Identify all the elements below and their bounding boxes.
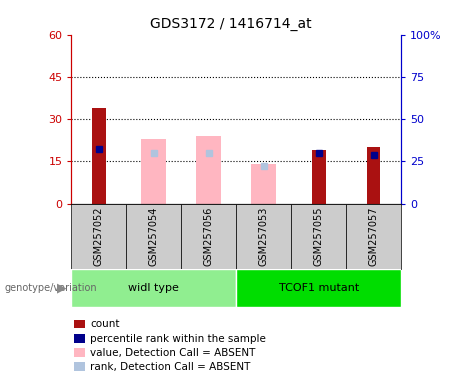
Text: ▶: ▶ bbox=[58, 281, 67, 295]
Text: genotype/variation: genotype/variation bbox=[5, 283, 97, 293]
Bar bbox=[367, 147, 380, 204]
Text: percentile rank within the sample: percentile rank within the sample bbox=[90, 334, 266, 344]
Text: GDS3172 / 1416714_at: GDS3172 / 1416714_at bbox=[150, 17, 311, 31]
Bar bbox=[92, 108, 106, 204]
Bar bbox=[251, 164, 276, 204]
Text: GSM257055: GSM257055 bbox=[313, 207, 324, 266]
Bar bbox=[236, 269, 401, 307]
Bar bbox=[71, 204, 126, 269]
Bar bbox=[312, 150, 325, 204]
Bar bbox=[236, 204, 291, 269]
Bar bbox=[346, 204, 401, 269]
Bar bbox=[196, 136, 221, 204]
Bar bbox=[126, 204, 181, 269]
Text: widl type: widl type bbox=[129, 283, 179, 293]
Text: rank, Detection Call = ABSENT: rank, Detection Call = ABSENT bbox=[90, 362, 250, 372]
Text: count: count bbox=[90, 319, 119, 329]
Bar bbox=[291, 204, 346, 269]
Bar bbox=[71, 269, 236, 307]
Text: GSM257053: GSM257053 bbox=[259, 207, 269, 266]
Text: GSM257054: GSM257054 bbox=[149, 207, 159, 266]
Bar bbox=[181, 204, 236, 269]
Text: GSM257056: GSM257056 bbox=[204, 207, 214, 266]
Bar bbox=[142, 139, 166, 204]
Text: GSM257052: GSM257052 bbox=[94, 207, 104, 266]
Text: TCOF1 mutant: TCOF1 mutant bbox=[278, 283, 359, 293]
Text: GSM257057: GSM257057 bbox=[369, 207, 378, 266]
Text: value, Detection Call = ABSENT: value, Detection Call = ABSENT bbox=[90, 348, 255, 358]
